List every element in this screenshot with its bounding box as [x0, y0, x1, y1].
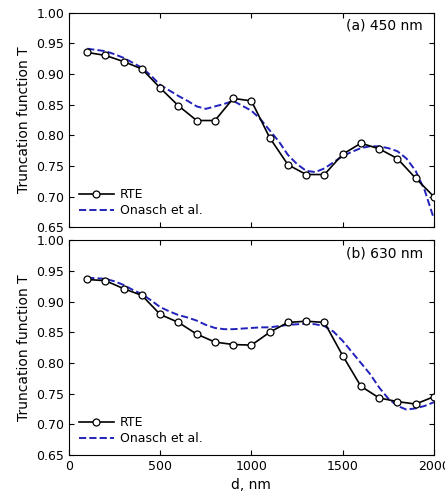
- Text: (b) 630 nm: (b) 630 nm: [346, 246, 423, 260]
- Legend: RTE, Onasch et al.: RTE, Onasch et al.: [75, 184, 207, 221]
- X-axis label: d, nm: d, nm: [231, 478, 271, 492]
- Y-axis label: Truncation function T: Truncation function T: [16, 274, 31, 421]
- Text: (a) 450 nm: (a) 450 nm: [346, 19, 423, 33]
- Y-axis label: Truncation function T: Truncation function T: [16, 46, 31, 193]
- Legend: RTE, Onasch et al.: RTE, Onasch et al.: [75, 412, 207, 449]
